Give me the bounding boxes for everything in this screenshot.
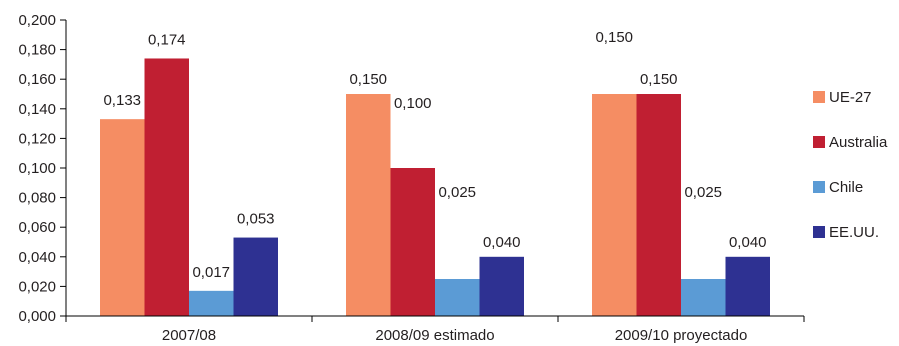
data-label: 0,150 [349, 71, 387, 88]
y-tick-label: 0,040 [18, 249, 56, 266]
y-tick-label: 0,200 [18, 12, 56, 29]
bar-ee-uu-2 [725, 256, 770, 316]
legend-swatch [813, 226, 825, 238]
bars [100, 58, 770, 316]
data-label: 0,174 [148, 31, 186, 48]
data-label: 0,053 [237, 211, 275, 228]
data-label: 0,100 [394, 95, 432, 112]
legend-label: UE-27 [829, 89, 872, 106]
y-tick-label: 0,060 [18, 219, 56, 236]
bar-chile-1 [435, 279, 480, 316]
data-label: 0,133 [103, 92, 141, 109]
legend-label: Australia [829, 134, 888, 151]
y-tick-label: 0,080 [18, 190, 56, 207]
bar-ee-uu-0 [233, 237, 278, 316]
x-category-label: 2008/09 estimado [375, 327, 494, 344]
bar-chile-2 [681, 279, 726, 316]
data-label: 0,040 [729, 234, 767, 251]
data-label: 0,040 [483, 234, 521, 251]
x-axis: 2007/08 2008/09 estimado 2009/10 proyectad… [65, 315, 805, 344]
bar-ue-27-0 [100, 119, 145, 316]
legend-swatch [813, 181, 825, 193]
y-tick-label: 0,020 [18, 278, 56, 295]
data-label: 0,150 [595, 29, 633, 46]
data-labels: 0,133 0,150 0,150 0,174 0,100 0,150 0,017 0,025… [103, 29, 766, 281]
legend-swatch [813, 136, 825, 148]
legend-label: Chile [829, 179, 863, 196]
bar-ee-uu-1 [479, 256, 524, 316]
y-tick-label: 0,140 [18, 101, 56, 118]
y-tick-label: 0,000 [18, 308, 56, 325]
data-label: 0,017 [192, 264, 230, 281]
legend: UE-27 Australia Chile EE.UU. [813, 89, 888, 241]
data-label: 0,150 [640, 71, 678, 88]
y-tick-label: 0,180 [18, 42, 56, 59]
y-tick-label: 0,100 [18, 160, 56, 177]
bar-australia-2 [636, 94, 681, 316]
legend-label: EE.UU. [829, 224, 879, 241]
data-label: 0,025 [684, 184, 722, 201]
x-category-label: 2007/08 [162, 327, 216, 344]
legend-swatch [813, 91, 825, 103]
y-tick-label: 0,120 [18, 130, 56, 147]
bar-ue-27-1 [346, 94, 391, 316]
y-axis: 0,000 0,020 0,040 0,060 0,080 0,100 0,120 0,140… [18, 12, 67, 325]
data-label: 0,025 [438, 184, 476, 201]
bar-australia-1 [390, 168, 435, 316]
bar-ue-27-2 [592, 94, 637, 316]
y-tick-label: 0,160 [18, 71, 56, 88]
x-category-label: 2009/10 proyectado [615, 327, 748, 344]
bar-australia-0 [144, 58, 189, 316]
bar-chile-0 [189, 290, 234, 316]
